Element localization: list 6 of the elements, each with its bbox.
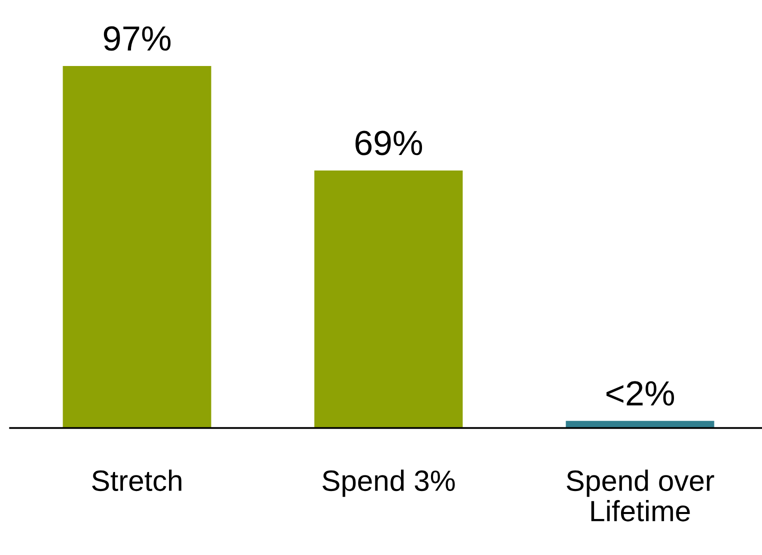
x-tick-label: Stretch: [92, 470, 182, 492]
data-label: <2%: [606, 381, 674, 406]
x-tick-label: Spend 3%: [322, 470, 455, 497]
x-tick-label: Spend over Lifetime: [566, 470, 714, 522]
data-label: 97%: [104, 26, 171, 51]
data-label: 69%: [356, 130, 422, 156]
